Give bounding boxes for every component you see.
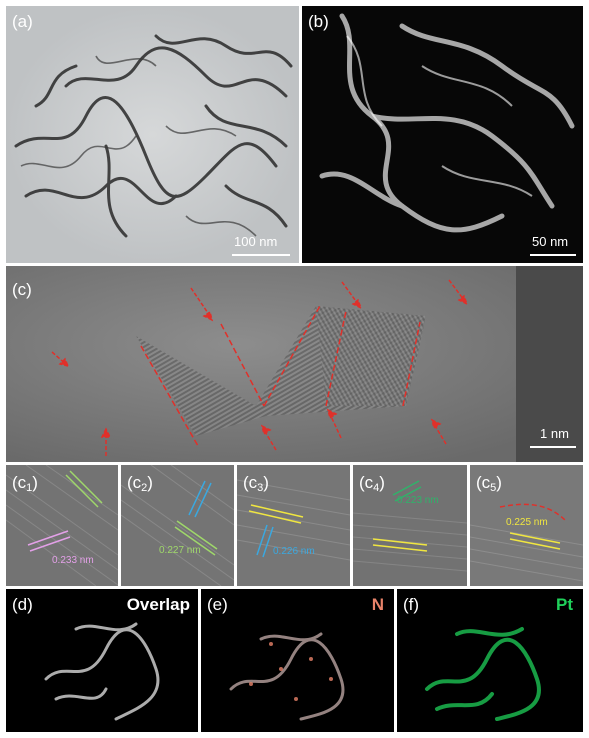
panel-b-network bbox=[319, 13, 575, 233]
panel-c1-label: (c1) bbox=[12, 473, 38, 494]
panel-c5-label-text: (c bbox=[476, 473, 491, 492]
panel-c3-inset: (c3) 0.226 nm bbox=[237, 465, 350, 586]
panel-c-scale-bar bbox=[530, 446, 576, 448]
panel-c3-label-sub: 3 bbox=[257, 482, 264, 494]
panel-c-scale-text: 1 nm bbox=[540, 426, 569, 441]
panel-c5-label-sub: 5 bbox=[490, 482, 497, 494]
panel-a-scale-text: 100 nm bbox=[234, 234, 278, 249]
panel-c1-label-sub: 1 bbox=[26, 482, 33, 494]
panel-a-network bbox=[6, 6, 299, 263]
panel-d-label: (d) bbox=[12, 595, 33, 614]
panel-e-n-map: (e) N bbox=[201, 589, 394, 732]
panel-d-title: Overlap bbox=[126, 595, 190, 614]
panel-e-title: N bbox=[371, 595, 384, 614]
panel-c4-label: (c4) bbox=[359, 473, 385, 494]
panel-c2-inset: (c2) 0.227 nm bbox=[121, 465, 234, 586]
panel-c4-label-text: (c bbox=[359, 473, 374, 492]
panel-c2-fringes bbox=[121, 465, 234, 586]
panel-c5-d-spacing: 0.225 nm bbox=[506, 517, 548, 528]
panel-c5-fringes bbox=[470, 465, 583, 586]
panel-e-label: (e) bbox=[207, 595, 228, 614]
panel-c5-label: (c5) bbox=[476, 473, 502, 494]
panel-c4-fringes bbox=[353, 465, 467, 586]
panel-c2-d-spacing: 0.227 nm bbox=[159, 545, 201, 556]
panel-f-label: (f) bbox=[403, 595, 420, 614]
panel-a-scale-bar bbox=[232, 254, 290, 256]
panel-c2-label-text: (c bbox=[127, 473, 142, 492]
panel-b-stem-image: (b) 50 nm bbox=[302, 6, 583, 263]
panel-c-hrtem-image: (c) 1 nm bbox=[6, 266, 583, 462]
panel-a-label: (a) bbox=[12, 12, 33, 31]
panel-c3-fringes bbox=[237, 465, 350, 586]
panel-c2-label-sub: 2 bbox=[141, 482, 148, 494]
panel-c4-inset: (c4) 0.223 nm bbox=[353, 465, 467, 586]
panel-c1-inset: (c1) 0.233 nm bbox=[6, 465, 118, 586]
panel-d-network bbox=[44, 622, 160, 721]
panel-f-title: Pt bbox=[556, 595, 573, 614]
panel-c5-inset: (c5) 0.225 nm bbox=[470, 465, 583, 586]
panel-e-network bbox=[229, 632, 345, 721]
panel-b-scale-text: 50 nm bbox=[532, 234, 569, 249]
panel-c-label: (c) bbox=[12, 280, 32, 299]
panel-b-scale-bar bbox=[530, 254, 576, 256]
panel-d-overlap-map: (d) Overlap bbox=[6, 589, 198, 732]
panel-f-network bbox=[425, 627, 541, 721]
panel-c4-d-spacing: 0.223 nm bbox=[397, 495, 439, 506]
panel-b-label: (b) bbox=[308, 12, 329, 31]
panel-c-lattice bbox=[6, 266, 583, 462]
panel-c1-fringes bbox=[6, 465, 118, 586]
panel-c3-d-spacing: 0.226 nm bbox=[273, 546, 315, 557]
panel-a-tem-image: (a) 100 nm bbox=[6, 6, 299, 263]
panel-c1-d-spacing: 0.233 nm bbox=[52, 555, 94, 566]
panel-c3-label: (c3) bbox=[243, 473, 269, 494]
panel-c3-label-text: (c bbox=[243, 473, 258, 492]
panel-c1-label-text: (c bbox=[12, 473, 27, 492]
panel-f-pt-map: (f) Pt bbox=[397, 589, 583, 732]
panel-c4-label-sub: 4 bbox=[373, 482, 380, 494]
panel-c2-label: (c2) bbox=[127, 473, 153, 494]
